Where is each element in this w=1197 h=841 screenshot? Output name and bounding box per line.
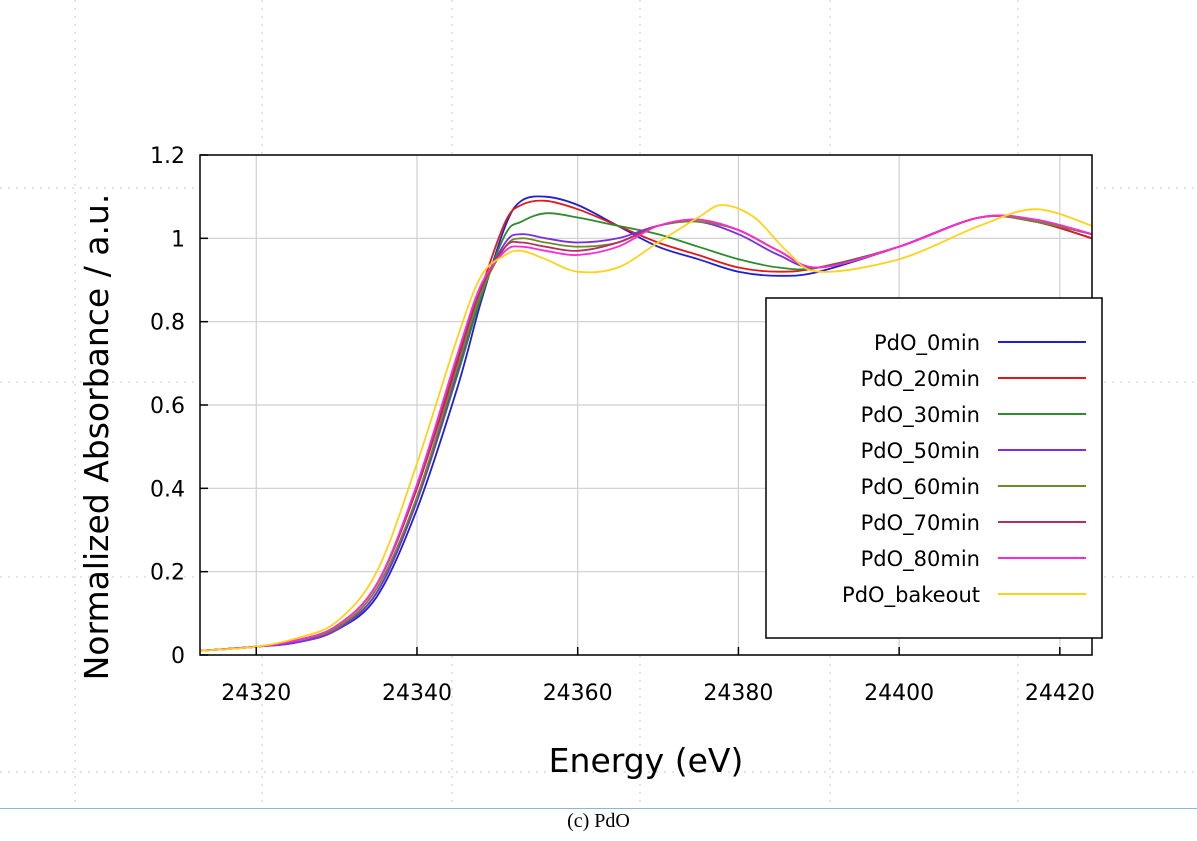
x-axis-label: Energy (eV) — [549, 741, 744, 780]
y-tick-label: 0.2 — [150, 561, 185, 586]
legend-label: PdO_bakeout — [842, 583, 980, 608]
caption-divider — [0, 808, 1197, 809]
x-tick-label: 24320 — [221, 681, 291, 706]
y-tick-label: 0.4 — [150, 477, 185, 502]
legend-label: PdO_70min — [861, 511, 980, 536]
x-tick-label: 24420 — [1025, 681, 1095, 706]
x-tick-label: 24380 — [703, 681, 773, 706]
figure-caption: (c) PdO — [567, 810, 630, 832]
legend-label: PdO_0min — [874, 331, 980, 356]
series-layer — [199, 195, 1093, 652]
x-tick-label: 24400 — [864, 681, 934, 706]
legend-label: PdO_80min — [861, 547, 980, 572]
y-tick-label: 0.8 — [150, 311, 185, 336]
legend-label: PdO_50min — [861, 439, 980, 464]
x-tick-label: 24340 — [382, 681, 452, 706]
y-tick-label: 1 — [171, 227, 185, 252]
legend-label: PdO_20min — [861, 367, 980, 392]
y-tick-label: 1.2 — [150, 144, 185, 169]
series-line-PdO_bakeout — [199, 204, 1093, 652]
chart: 24320 24340 24360 24380 24400 24420 0 0.2 0.4 0.… — [0, 0, 1197, 805]
legend-label: PdO_30min — [861, 403, 980, 428]
y-tick-label: 0.6 — [150, 394, 185, 419]
y-tick-label: 0 — [171, 644, 185, 669]
legend: PdO_0min PdO_20min PdO_30min PdO_50min PdO_6… — [765, 297, 1103, 639]
x-tick-label: 24360 — [543, 681, 613, 706]
x-axis-ticks: 24320 24340 24360 24380 24400 24420 — [221, 647, 1095, 706]
y-axis-ticks: 0 0.2 0.4 0.6 0.8 1 1.2 — [150, 144, 208, 669]
legend-label: PdO_60min — [861, 475, 980, 500]
legend-box — [765, 297, 1103, 639]
y-axis-label: Normalized Absorbance / a.u. — [77, 194, 116, 681]
series-line-PdO_80min — [199, 214, 1093, 652]
